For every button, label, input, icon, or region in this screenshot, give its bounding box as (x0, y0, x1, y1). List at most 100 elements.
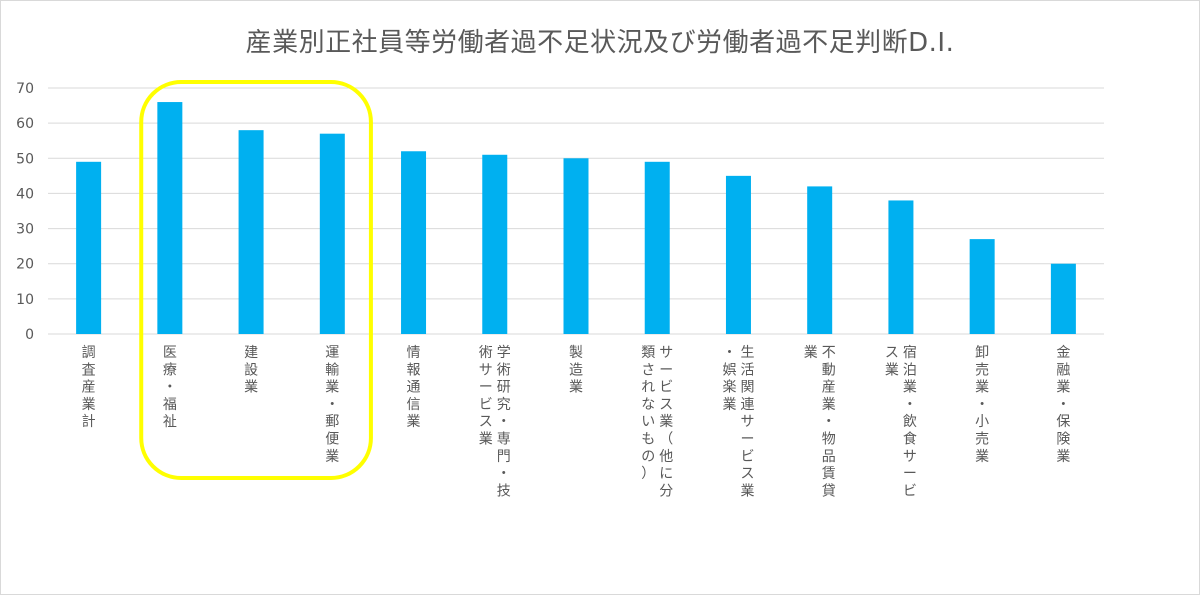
bar (157, 102, 183, 334)
bar (76, 161, 102, 334)
y-tick-label: 40 (16, 186, 34, 202)
x-tick-label: 建 (244, 345, 258, 361)
y-tick-label: 50 (16, 151, 34, 167)
x-tick-label: 福 (163, 397, 177, 413)
x-tick-label: ー (659, 362, 673, 378)
x-tick-label: 娯 (722, 362, 736, 378)
bar (725, 175, 751, 334)
x-tick-label: ー (903, 466, 917, 482)
x-tick-label: 不 (822, 345, 836, 361)
x-tick-label: 業 (407, 414, 421, 430)
x-tick-label: 業 (975, 380, 989, 396)
y-axis-ticks: 0 10 20 30 40 50 60 70 (16, 81, 34, 343)
x-tick-label: ビ (903, 483, 917, 499)
x-tick-label: 品 (822, 449, 836, 465)
x-tick-label: ー (740, 432, 754, 448)
x-tick-label: 産 (822, 380, 836, 396)
x-tick-label: 業 (569, 380, 583, 396)
x-tick-label: 業 (804, 345, 818, 361)
x-tick-label: 設 (244, 362, 258, 378)
x-tick-label: 専 (497, 432, 511, 448)
x-tick-label: な (641, 397, 655, 413)
x-tick-label: 術 (479, 345, 493, 361)
highlight-rectangle (139, 80, 373, 480)
x-tick-label: れ (641, 380, 655, 396)
x-tick-label: 食 (903, 431, 917, 448)
x-tick-label: 報 (407, 362, 421, 378)
x-tick-label: 情 (407, 345, 421, 361)
x-tick-label: 動 (822, 362, 836, 378)
x-tick-label: 造 (569, 362, 583, 378)
x-tick-label: 業 (740, 483, 754, 499)
bar (1050, 263, 1076, 334)
x-tick-label: 業 (325, 449, 339, 465)
x-tick-label: ス (740, 466, 754, 482)
x-tick-label: 療 (163, 361, 177, 378)
x-tick-label: ー (479, 380, 493, 396)
x-tick-label: 祉 (163, 414, 177, 430)
x-tick-label: 売 (975, 362, 989, 378)
x-tick-label: 売 (975, 432, 989, 448)
x-tick-label: 業 (479, 432, 493, 448)
x-tick-label: 関 (740, 380, 754, 396)
x-tick-label: 業 (325, 380, 339, 396)
x-tick-label: 研 (497, 380, 511, 396)
x-tick-label: に (659, 466, 673, 482)
x-tick-label: ・ (722, 345, 736, 361)
x-tick-label: 業 (722, 397, 736, 413)
x-tick-label: 業 (1056, 380, 1070, 396)
x-tick-label: ビ (740, 449, 754, 465)
x-tick-label: サ (659, 345, 673, 361)
x-tick-label: 術 (497, 362, 511, 378)
bar (969, 239, 995, 334)
x-tick-label: 信 (407, 397, 421, 413)
x-tick-label: 輸 (325, 362, 339, 378)
x-tick-label: ・ (1056, 397, 1070, 413)
x-tick-label: 郵 (325, 414, 339, 430)
x-tick-label: 業 (1056, 449, 1070, 465)
x-tick-label: 融 (1056, 362, 1070, 378)
x-tick-label: 宿 (903, 344, 917, 361)
y-tick-label: 70 (16, 81, 34, 97)
x-tick-label: サ (740, 414, 754, 430)
x-tick-label: ・ (822, 414, 836, 430)
bar (888, 200, 914, 334)
x-tick-label: 類 (641, 345, 655, 361)
x-tick-label: 調 (82, 345, 96, 361)
y-tick-label: 60 (16, 116, 34, 132)
x-tick-label: 産 (82, 380, 96, 396)
x-tick-label: ・ (163, 380, 177, 396)
bar (238, 130, 264, 334)
y-tick-label: 30 (16, 222, 34, 238)
chart-title: 産業別正社員等労働者過不足状況及び労働者過不足判断D.I. (245, 28, 955, 58)
x-tick-label: 業 (82, 397, 96, 413)
bar (807, 186, 833, 334)
x-tick-label: 門 (497, 449, 511, 465)
x-tick-label: 業 (903, 380, 917, 396)
x-tick-label: 泊 (903, 362, 917, 378)
bar (563, 158, 589, 334)
x-tick-label: も (641, 432, 655, 448)
x-tick-label: 他 (659, 449, 673, 465)
x-tick-label: ・ (497, 414, 511, 430)
x-tick-label: ス (479, 414, 493, 430)
bar (401, 151, 427, 334)
y-tick-label: 10 (16, 292, 34, 308)
x-tick-label: ・ (325, 397, 339, 413)
x-tick-label: 楽 (722, 380, 736, 396)
x-tick-label: 連 (740, 397, 754, 413)
x-tick-label: 貸 (822, 483, 836, 499)
x-tick-label: さ (641, 362, 655, 378)
x-tick-label: い (641, 414, 655, 430)
x-tick-label: 究 (497, 397, 511, 413)
x-tick-label: サ (479, 362, 493, 378)
x-tick-label: ・ (903, 397, 917, 413)
x-tick-label: ス (885, 345, 899, 361)
x-tick-label: 業 (885, 362, 899, 378)
x-tick-label: ・ (975, 397, 989, 413)
x-tick-label: 運 (325, 345, 339, 361)
bars (76, 102, 1076, 334)
x-tick-label: （ (659, 432, 673, 448)
x-tick-label: 賃 (822, 466, 836, 482)
